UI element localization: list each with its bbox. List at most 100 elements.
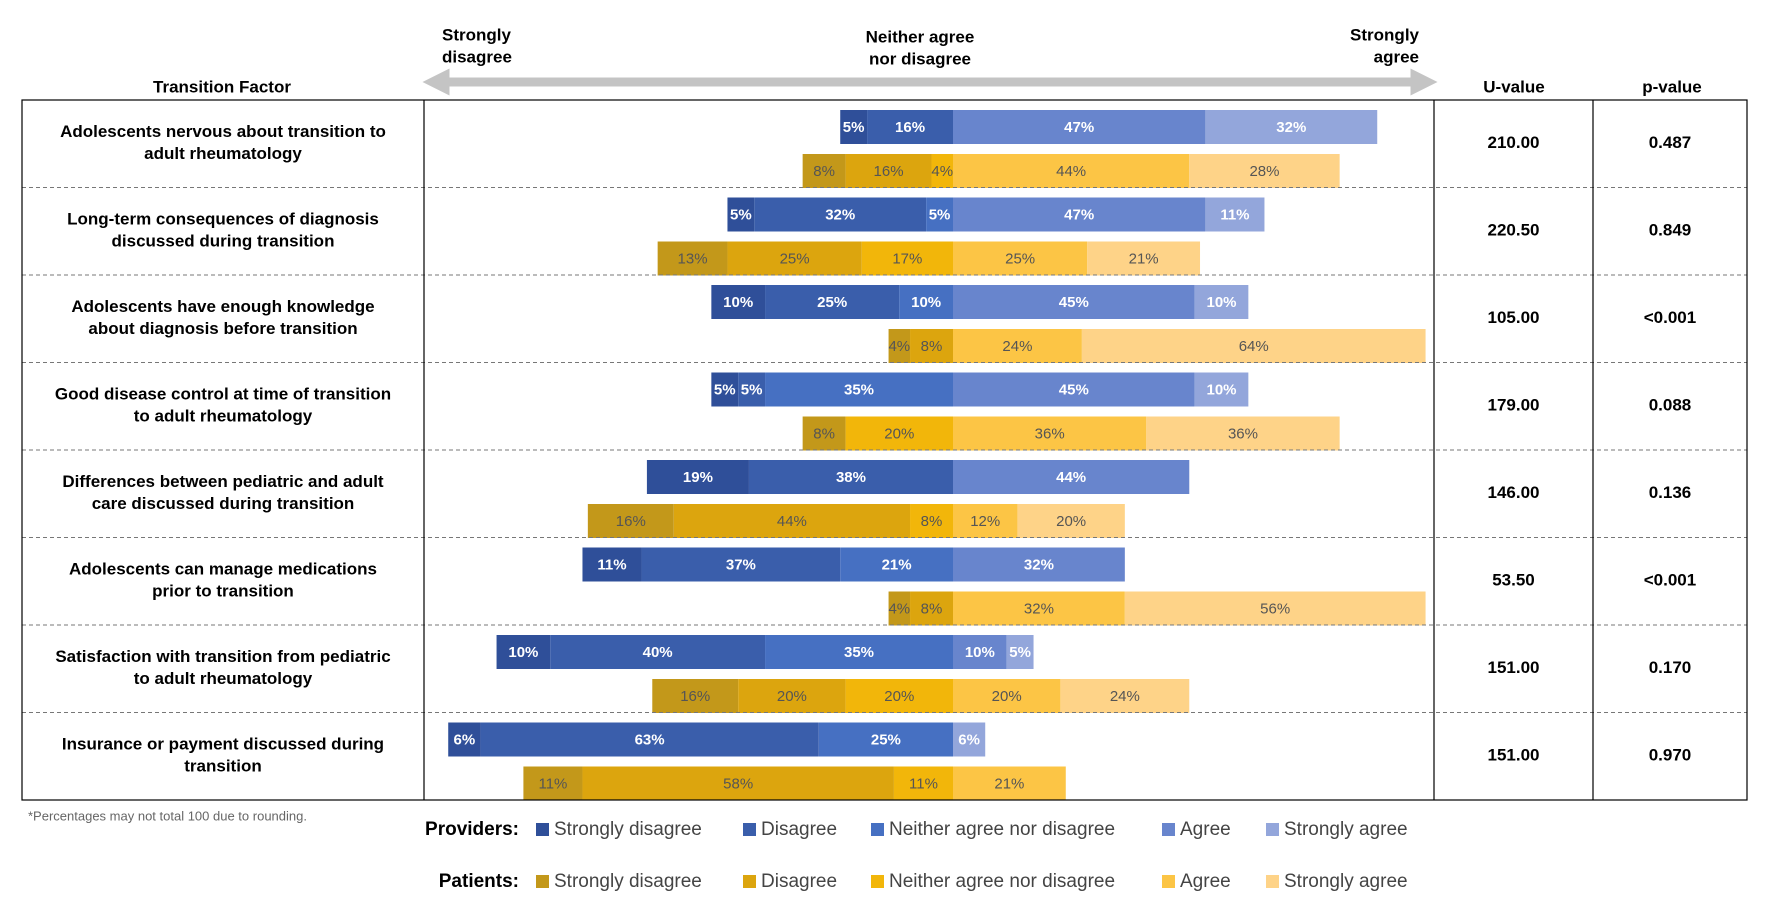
scale-center: Neither agree xyxy=(866,27,975,46)
legend-swatch xyxy=(871,823,884,836)
legend-label: Agree xyxy=(1180,819,1231,840)
bar-segment xyxy=(953,154,1190,188)
value-label: 13% xyxy=(678,250,708,267)
factor-label: Adolescents can manage medications xyxy=(69,560,377,579)
bar-segment xyxy=(711,285,766,319)
value-label: 5% xyxy=(929,206,951,223)
value-label: 21% xyxy=(994,775,1024,792)
bar-segment xyxy=(840,110,868,144)
factor-label: Adolescents nervous about transition to xyxy=(60,122,386,141)
value-label: 24% xyxy=(1110,688,1140,705)
value-label: 40% xyxy=(643,644,673,661)
bar-segment xyxy=(496,635,551,669)
bar-segment xyxy=(1087,241,1201,276)
scale-left: disagree xyxy=(442,47,512,66)
value-label: 38% xyxy=(836,469,866,486)
legend-label: Disagree xyxy=(761,819,837,840)
value-label: 32% xyxy=(1024,556,1054,573)
bar-segment xyxy=(953,460,1190,494)
bar-segment xyxy=(802,154,846,188)
factor-label: to adult rheumatology xyxy=(134,407,313,426)
u-value: 151.00 xyxy=(1488,658,1540,677)
p-value: 0.849 xyxy=(1649,221,1692,240)
bar-segment xyxy=(657,241,728,276)
factor-label: care discussed during transition xyxy=(92,494,355,513)
legend-swatch xyxy=(536,823,549,836)
value-label: 11% xyxy=(1220,206,1249,223)
factor-label: Differences between pediatric and adult xyxy=(62,472,384,491)
value-label: 47% xyxy=(1064,119,1094,136)
bar-segment xyxy=(893,766,953,801)
value-label: 32% xyxy=(825,206,855,223)
factor-label: Insurance or payment discussed during xyxy=(62,735,384,754)
value-label: 25% xyxy=(780,250,810,267)
value-label: 21% xyxy=(1129,250,1159,267)
value-label: 10% xyxy=(508,644,538,661)
bar-segment xyxy=(765,285,900,319)
value-label: 8% xyxy=(921,338,943,355)
value-label: 10% xyxy=(911,294,941,311)
bar-segment xyxy=(953,285,1195,319)
bar-segment xyxy=(845,154,932,188)
value-label: 8% xyxy=(813,425,835,442)
legend-label: Strongly agree xyxy=(1284,819,1408,840)
p-header: p-value xyxy=(1642,77,1702,96)
value-label: 35% xyxy=(844,381,874,398)
bar-segment xyxy=(523,766,583,801)
value-label: 36% xyxy=(1035,425,1065,442)
value-label: 4% xyxy=(888,600,910,617)
bar-segment xyxy=(652,679,739,713)
value-label: 5% xyxy=(714,381,736,398)
bar-segment xyxy=(953,722,986,757)
bar-segment xyxy=(1205,197,1265,232)
u-value: 146.00 xyxy=(1488,483,1540,502)
u-value: 151.00 xyxy=(1488,746,1540,765)
value-label: 11% xyxy=(909,775,938,792)
legend-swatch xyxy=(743,875,756,888)
legend-label: Agree xyxy=(1180,871,1231,892)
value-label: 8% xyxy=(921,513,943,530)
value-label: 17% xyxy=(892,250,922,267)
value-label: 47% xyxy=(1064,206,1094,223)
bar-segment xyxy=(765,635,953,669)
value-label: 10% xyxy=(723,294,753,311)
value-label: 45% xyxy=(1059,294,1089,311)
bar-segment xyxy=(641,547,841,582)
legend-swatch xyxy=(1266,823,1279,836)
legend-label: Neither agree nor disagree xyxy=(889,819,1115,840)
bar-segment xyxy=(899,285,953,319)
value-label: 11% xyxy=(597,556,626,573)
bar-segment xyxy=(953,679,1061,713)
scale-center: nor disagree xyxy=(869,49,971,68)
bar-segment xyxy=(727,197,755,232)
value-label: 8% xyxy=(921,600,943,617)
bar-segment xyxy=(953,241,1088,276)
value-label: 16% xyxy=(616,513,646,530)
bar-segment xyxy=(910,591,953,626)
value-label: 28% xyxy=(1249,163,1279,180)
bar-segment xyxy=(448,722,481,757)
value-label: 10% xyxy=(965,644,995,661)
value-label: 24% xyxy=(1002,338,1032,355)
value-label: 6% xyxy=(453,731,475,748)
legend-swatch xyxy=(743,823,756,836)
factor-label: prior to transition xyxy=(152,582,294,601)
bar-segment xyxy=(550,635,766,669)
value-label: 25% xyxy=(871,731,901,748)
value-label: 25% xyxy=(1005,250,1035,267)
value-label: 35% xyxy=(844,644,874,661)
bar-segment xyxy=(953,766,1066,801)
legend-label: Strongly disagree xyxy=(554,819,702,840)
value-label: 21% xyxy=(882,556,912,573)
bar-segment xyxy=(1081,329,1426,363)
p-value: 0.136 xyxy=(1649,483,1692,502)
value-label: 8% xyxy=(813,163,835,180)
bar-segment xyxy=(953,547,1125,582)
legend-group: Patients: xyxy=(439,871,519,892)
bar-segment xyxy=(1189,154,1340,188)
bar-segment xyxy=(765,372,953,407)
bar-segment xyxy=(738,679,846,713)
value-label: 11% xyxy=(538,775,567,792)
value-label: 20% xyxy=(777,688,807,705)
value-label: 45% xyxy=(1059,381,1089,398)
